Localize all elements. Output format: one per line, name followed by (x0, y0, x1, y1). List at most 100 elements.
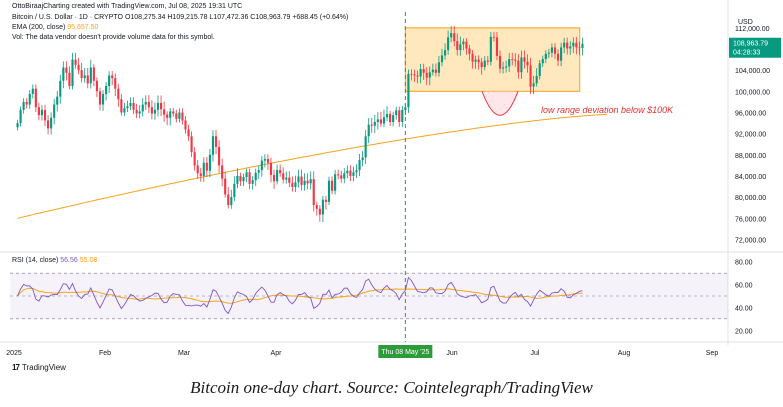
candle (56, 90, 59, 112)
candle-body (398, 110, 401, 123)
candle-body (306, 180, 309, 184)
candle-body (65, 67, 68, 73)
candle (156, 95, 160, 117)
candle-body (196, 165, 199, 174)
candle (19, 106, 22, 127)
tradingview-logo: 17 TradingView (12, 363, 66, 372)
candle-body (224, 178, 227, 195)
candle-body (111, 75, 114, 79)
candle-body (147, 101, 150, 108)
candle-body (221, 165, 224, 179)
candle (62, 61, 65, 89)
rsi-tick-label: 20.00 (735, 328, 753, 335)
candle-body (364, 136, 367, 158)
candle (294, 175, 297, 192)
candle (453, 25, 456, 47)
candle-body (358, 160, 361, 171)
candle-body (263, 159, 266, 161)
candle (517, 53, 520, 79)
last-price-value: 108,963.79 (733, 41, 768, 48)
candle-body (425, 72, 428, 78)
price-tick-label: 88,000.00 (735, 153, 766, 160)
candle (312, 171, 315, 212)
candle (315, 201, 318, 216)
candle-body (199, 173, 202, 176)
candle-body (129, 102, 132, 107)
candle-body (486, 60, 489, 62)
candle-body (575, 42, 578, 48)
ema-value: 95,657.50 (67, 24, 99, 31)
candle (480, 57, 483, 75)
candle (169, 107, 172, 126)
candle (236, 168, 239, 189)
tradingview-brand: TradingView (21, 363, 66, 372)
candle (465, 38, 468, 55)
candle-body (361, 157, 364, 161)
candle-body (166, 114, 169, 118)
candle-body (523, 57, 526, 62)
candle (544, 50, 547, 64)
candle-body (211, 136, 215, 155)
candle (68, 66, 71, 90)
candle (361, 151, 364, 167)
candle (547, 48, 550, 59)
candle (337, 169, 340, 180)
candle (309, 171, 312, 190)
candle-body (492, 36, 495, 38)
candle (492, 31, 495, 42)
symbol-line: Bitcoin / U.S. Dollar · 1D · CRYPTO (12, 14, 123, 21)
candle-body (459, 44, 462, 51)
price-chart[interactable]: 112,000.00108,000.00104,000.00100,000.00… (0, 0, 783, 360)
candle-body (101, 93, 105, 105)
candle (135, 103, 138, 119)
candle (202, 157, 205, 182)
price-tick-label: 100,000.00 (735, 89, 770, 96)
time-tick-label: Jul (531, 350, 540, 357)
candle-body (288, 177, 291, 183)
rsi-line (17, 276, 583, 315)
candle-body (53, 104, 56, 118)
candle (495, 32, 499, 61)
candle (566, 37, 569, 55)
candle-body (169, 111, 172, 118)
candle (269, 157, 273, 183)
candle-body (337, 174, 340, 176)
candle-body (520, 57, 523, 73)
candle-body (187, 129, 190, 137)
candle (224, 171, 227, 198)
candle-body (498, 55, 502, 69)
candle (437, 55, 441, 77)
candle-body (184, 120, 187, 130)
time-tick-label: Mar (178, 350, 191, 357)
candle-body (440, 55, 444, 63)
candle (431, 63, 434, 76)
candle-body (282, 173, 285, 180)
price-tick-label: 72,000.00 (735, 237, 766, 244)
candle (272, 169, 276, 189)
candle-body (303, 180, 306, 185)
price-tick-label: 104,000.00 (735, 68, 770, 75)
candle (31, 84, 34, 99)
candle-body (550, 47, 554, 53)
candle (208, 148, 211, 178)
candle-body (447, 37, 450, 51)
price-tick-label: 92,000.00 (735, 132, 766, 139)
candle (190, 131, 193, 158)
candle-body (294, 182, 297, 188)
candle (370, 117, 373, 133)
candle-body (46, 120, 50, 129)
candle (22, 98, 25, 114)
candle-body (208, 154, 211, 171)
candle (153, 102, 157, 120)
range-box (404, 27, 581, 92)
candle (144, 95, 147, 110)
candle (101, 90, 105, 111)
candle (147, 95, 150, 113)
candle (266, 154, 270, 170)
candle (502, 61, 505, 74)
candle-body (108, 75, 111, 87)
candle (407, 69, 410, 113)
deviation-arc (481, 91, 519, 116)
candle-body (349, 170, 352, 176)
candle (532, 75, 535, 95)
